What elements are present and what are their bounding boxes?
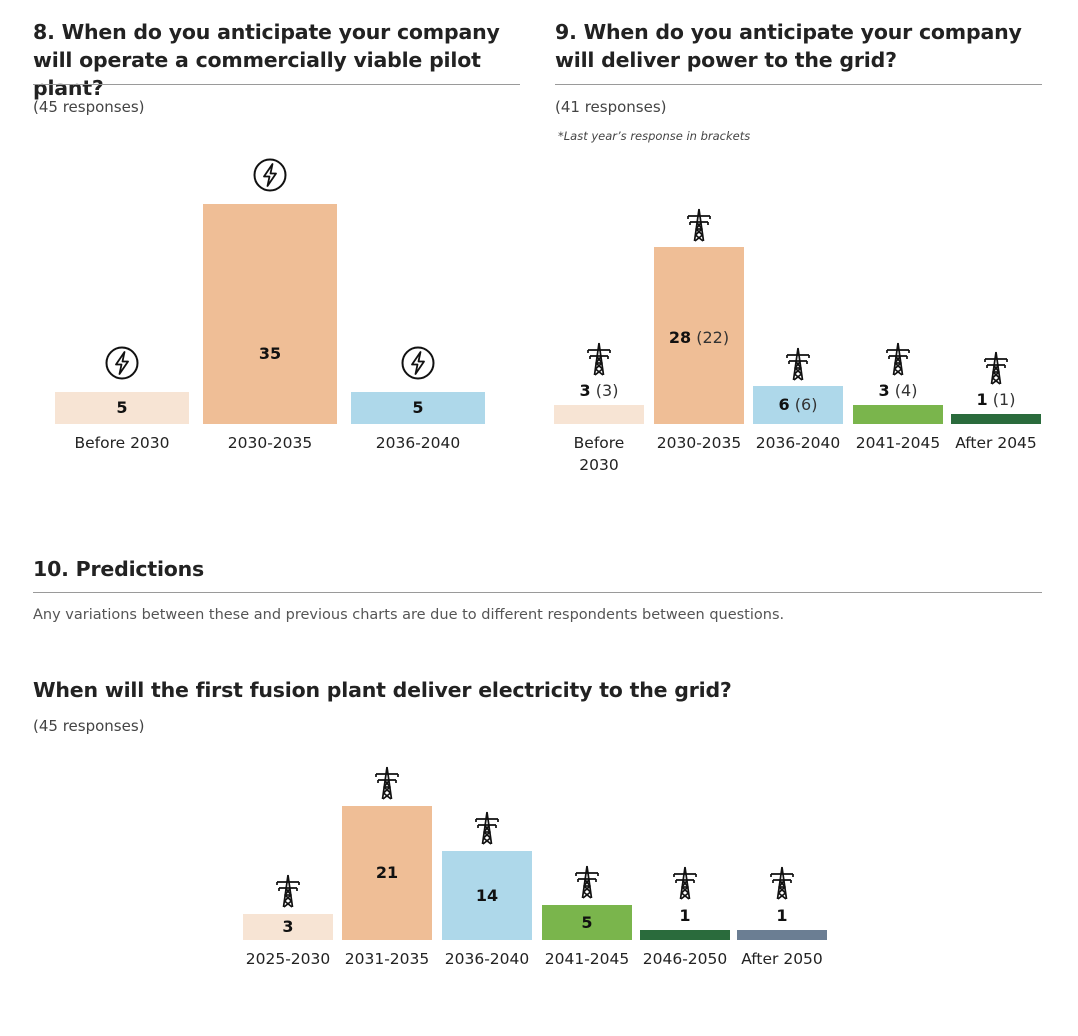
data-label: 28 (22) (668, 328, 730, 347)
data-label: 5 (116, 398, 128, 417)
data-label: 1 (679, 906, 691, 925)
category-label: 2041-2045 (544, 950, 630, 968)
pylon-icon (671, 866, 699, 900)
category-label: 2030-2035 (227, 434, 313, 452)
category-label: 2036-2040 (755, 434, 841, 452)
q10-subtitle: When will the first fusion plant deliver… (33, 678, 732, 702)
chart-bar (342, 806, 432, 940)
q10-title: 10. Predictions (33, 557, 205, 581)
category-label: 2036-2040 (375, 434, 461, 452)
chart-bar (951, 414, 1041, 424)
chart-bar (55, 392, 189, 424)
q10-response-count: (45 responses) (33, 717, 145, 735)
data-label: 5 (412, 398, 424, 417)
pylon-icon (373, 766, 401, 800)
category-label: 2041-2045 (855, 434, 941, 452)
data-label: 14 (475, 885, 499, 905)
chart-bar (542, 905, 632, 940)
pylon-icon (768, 866, 796, 900)
pylon-icon (573, 865, 601, 899)
data-label: 1 (776, 906, 788, 925)
pylon-icon (585, 342, 613, 376)
chart-bar (203, 204, 337, 424)
lightning-icon (252, 157, 288, 193)
data-label: 3 (282, 917, 294, 936)
pylon-icon (473, 811, 501, 845)
q10-divider (33, 592, 1042, 593)
chart-bar (243, 914, 333, 940)
chart-bar (853, 405, 943, 424)
q9-title: 9. When do you anticipate your company w… (555, 20, 1022, 72)
category-label: 2031-2035 (344, 950, 430, 968)
pylon-icon (982, 351, 1010, 385)
data-label: 21 (375, 863, 399, 882)
category-label: 2030-2035 (656, 434, 742, 452)
pylon-icon (784, 347, 812, 381)
q9-bracket-note: *Last year’s response in brackets (558, 129, 751, 143)
category-label: Before 2030 (573, 434, 625, 474)
data-label: 6 (6) (778, 395, 818, 414)
chart-bar (554, 405, 644, 424)
data-label: 5 (581, 912, 593, 932)
chart-bar (351, 392, 485, 424)
category-label: 2046-2050 (642, 950, 728, 968)
data-label: 1 (1) (976, 390, 1016, 409)
q8-response-count: (45 responses) (33, 98, 145, 116)
pylon-icon (884, 342, 912, 376)
chart-bar (753, 386, 843, 424)
data-label: 3 (4) (878, 381, 918, 400)
q10-description: Any variations between these and previou… (33, 607, 785, 623)
q8-divider (33, 84, 520, 85)
data-label: 35 (258, 344, 282, 363)
category-label: Before 2030 (74, 434, 170, 452)
pylon-icon (685, 208, 713, 242)
category-label: 2025-2030 (245, 950, 331, 968)
lightning-icon (400, 345, 436, 381)
category-label: After 2050 (741, 950, 823, 968)
chart-bar (640, 930, 730, 940)
data-label: 3 (3) (579, 381, 619, 400)
category-label: After 2045 (955, 434, 1037, 452)
q8-title: 8. When do you anticipate your company w… (33, 20, 500, 100)
q9-response-count: (41 responses) (555, 98, 667, 116)
lightning-icon (104, 345, 140, 381)
chart-bar (737, 930, 827, 940)
chart-bar (654, 247, 744, 424)
q9-divider (555, 84, 1042, 85)
category-label: 2036-2040 (444, 950, 530, 968)
chart-bar (442, 851, 532, 940)
pylon-icon (274, 874, 302, 908)
